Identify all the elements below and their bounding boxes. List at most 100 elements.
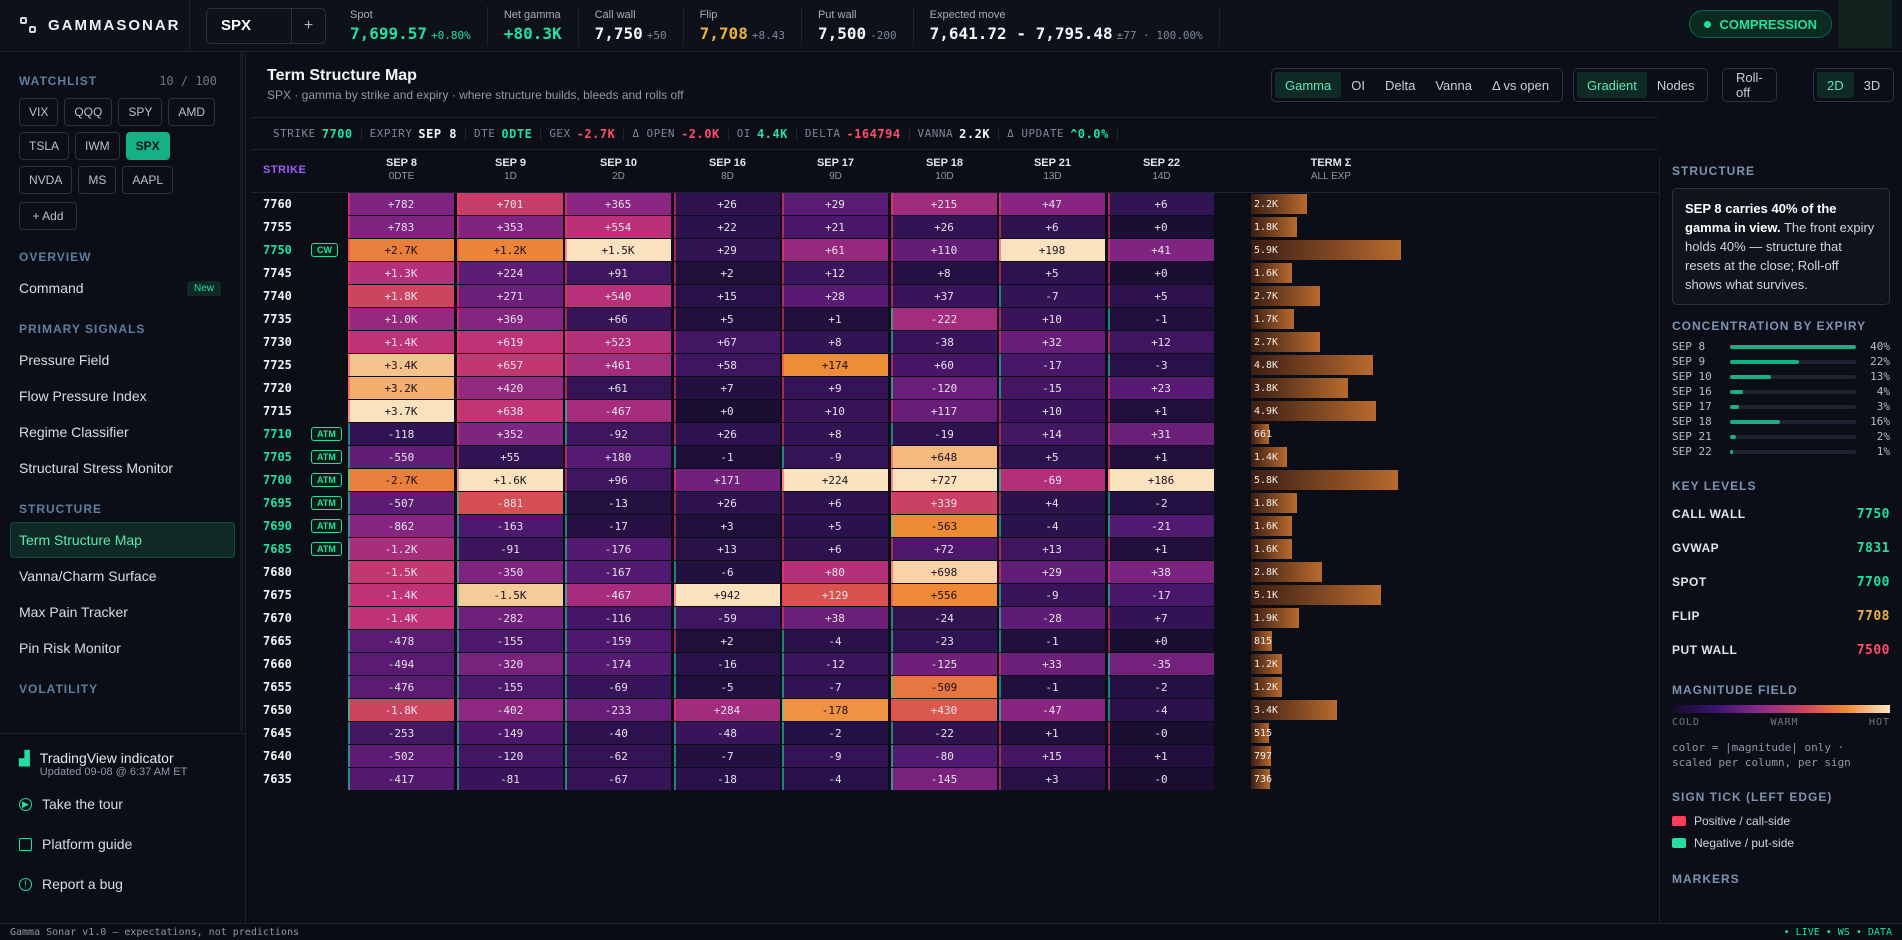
heatmap-cell[interactable]: +91 xyxy=(565,262,672,284)
heatmap-cell[interactable]: -478 xyxy=(348,630,455,652)
heatmap-cell[interactable]: +174 xyxy=(782,354,889,376)
heatmap-cell[interactable]: +1.8K xyxy=(348,285,455,307)
heatmap-cell[interactable]: -24 xyxy=(891,607,998,629)
heatmap-cell[interactable]: +1.5K xyxy=(565,239,672,261)
heatmap-cell[interactable]: +13 xyxy=(999,538,1106,560)
heatmap-cell[interactable]: +29 xyxy=(782,193,889,215)
heatmap-cell[interactable]: +5 xyxy=(1108,285,1215,307)
heatmap-cell[interactable]: +8 xyxy=(782,423,889,445)
heatmap-cell[interactable]: -2 xyxy=(1108,676,1215,698)
heatmap-cell[interactable]: +461 xyxy=(565,354,672,376)
heatmap-cell[interactable]: +58 xyxy=(674,354,781,376)
heatmap-cell[interactable]: +38 xyxy=(782,607,889,629)
table-row[interactable]: 7745 +1.3K +224 +91 +2 +12 +8 +5 +0 1.6K xyxy=(251,262,1658,285)
table-row[interactable]: 7665 -478 -155 -159 +2 -4 -23 -1 +0 815 xyxy=(251,630,1658,653)
heatmap-cell[interactable]: -22 xyxy=(891,722,998,744)
heatmap-cell[interactable]: -4 xyxy=(1108,699,1215,721)
heatmap-cell[interactable]: +284 xyxy=(674,699,781,721)
heatmap-cell[interactable]: -15 xyxy=(999,377,1106,399)
heatmap-cell[interactable]: -149 xyxy=(457,722,564,744)
heatmap-cell[interactable]: +3.7K xyxy=(348,400,455,422)
heatmap-cell[interactable]: +5 xyxy=(674,308,781,330)
heatmap-cell[interactable]: +198 xyxy=(999,239,1106,261)
heatmap-cell[interactable]: -9 xyxy=(782,446,889,468)
heatmap-cell[interactable]: +26 xyxy=(674,492,781,514)
column-header-sep-9[interactable]: SEP 9 1D xyxy=(457,157,564,182)
heatmap-cell[interactable]: +0 xyxy=(1108,262,1215,284)
tab-delta[interactable]: Delta xyxy=(1384,77,1416,93)
brand[interactable]: GAMMASONAR xyxy=(0,0,190,51)
heatmap-cell[interactable]: -6 xyxy=(674,561,781,583)
heatmap-cell[interactable]: +4 xyxy=(999,492,1106,514)
heatmap-cell[interactable]: +2.7K xyxy=(348,239,455,261)
heatmap-cell[interactable]: -253 xyxy=(348,722,455,744)
heatmap-cell[interactable]: +619 xyxy=(457,331,564,353)
table-row[interactable]: 7670 -1.4K -282 -116 -59 +38 -24 -28 +7 1.9K xyxy=(251,607,1658,630)
heatmap-cell[interactable]: +3 xyxy=(674,515,781,537)
heatmap-cell[interactable]: +271 xyxy=(457,285,564,307)
nav-pin-risk-monitor[interactable]: Pin Risk Monitor xyxy=(19,640,121,656)
heatmap-cell[interactable]: +33 xyxy=(999,653,1106,675)
heatmap-cell[interactable]: -13 xyxy=(565,492,672,514)
nav-pressure-field[interactable]: Pressure Field xyxy=(19,352,110,368)
heatmap-cell[interactable]: -563 xyxy=(891,515,998,537)
heatmap-cell[interactable]: +420 xyxy=(457,377,564,399)
table-row[interactable]: 7750 CW +2.7K +1.2K +1.5K +29 +61 +110 +198 +41 5.… xyxy=(251,239,1658,262)
column-header-sep-18[interactable]: SEP 18 10D xyxy=(891,157,998,182)
tradingview-link[interactable]: ▟ TradingView indicator Updated 09-08 @ … xyxy=(0,734,245,778)
nav-flow-pressure-index[interactable]: Flow Pressure Index xyxy=(19,388,147,404)
heatmap-cell[interactable]: +430 xyxy=(891,699,998,721)
nav-vanna-charm-surface[interactable]: Vanna/Charm Surface xyxy=(19,568,157,584)
heatmap-cell[interactable]: +72 xyxy=(891,538,998,560)
heatmap-cell[interactable]: -0 xyxy=(1108,722,1215,744)
heatmap-cell[interactable]: +6 xyxy=(999,216,1106,238)
heatmap-cell[interactable]: +37 xyxy=(891,285,998,307)
heatmap-cell[interactable]: +15 xyxy=(674,285,781,307)
heatmap-cell[interactable]: +6 xyxy=(1108,193,1215,215)
rolloff-button[interactable]: Roll-off xyxy=(1736,70,1763,100)
heatmap-cell[interactable]: -17 xyxy=(999,354,1106,376)
heatmap-cell[interactable]: -476 xyxy=(348,676,455,698)
heatmap-cell[interactable]: +783 xyxy=(348,216,455,238)
heatmap-cell[interactable]: -69 xyxy=(999,469,1106,491)
heatmap-cell[interactable]: +31 xyxy=(1108,423,1215,445)
column-header-sep-17[interactable]: SEP 17 9D xyxy=(782,157,889,182)
heatmap-cell[interactable]: -40 xyxy=(565,722,672,744)
heatmap-cell[interactable]: -233 xyxy=(565,699,672,721)
heatmap-cell[interactable]: -80 xyxy=(891,745,998,767)
heatmap-cell[interactable]: -282 xyxy=(457,607,564,629)
heatmap-cell[interactable]: +110 xyxy=(891,239,998,261)
table-row[interactable]: 7730 +1.4K +619 +523 +67 +8 -38 +32 +12 2.7K xyxy=(251,331,1658,354)
heatmap-cell[interactable]: -38 xyxy=(891,331,998,353)
table-row[interactable]: 7685 ATM -1.2K -91 -176 +13 +6 +72 +13 +1 1.6K xyxy=(251,538,1658,561)
table-row[interactable]: 7725 +3.4K +657 +461 +58 +174 +60 -17 -3 4.8K xyxy=(251,354,1658,377)
heatmap-cell[interactable]: +80 xyxy=(782,561,889,583)
heatmap-cell[interactable]: +1 xyxy=(1108,446,1215,468)
table-row[interactable]: 7700 ATM -2.7K +1.6K +96 +171 +224 +727 -69 +186 5… xyxy=(251,469,1658,492)
heatmap-cell[interactable]: -320 xyxy=(457,653,564,675)
table-row[interactable]: 7680 -1.5K -350 -167 -6 +80 +698 +29 +38 2.8K xyxy=(251,561,1658,584)
heatmap-cell[interactable]: -4 xyxy=(999,515,1106,537)
add-ticker-button[interactable]: + xyxy=(291,8,325,43)
heatmap-cell[interactable]: -2.7K xyxy=(348,469,455,491)
heatmap-cell[interactable]: +5 xyxy=(782,515,889,537)
heatmap-cell[interactable]: +15 xyxy=(999,745,1106,767)
nav-max-pain-tracker[interactable]: Max Pain Tracker xyxy=(19,604,128,620)
heatmap-cell[interactable]: -2 xyxy=(1108,492,1215,514)
watchlist-chip-spy[interactable]: SPY xyxy=(118,98,163,126)
column-header-sep-8[interactable]: SEP 8 0DTE xyxy=(348,157,455,182)
heatmap-cell[interactable]: -1 xyxy=(999,676,1106,698)
watchlist-chip-tsla[interactable]: TSLA xyxy=(19,132,70,160)
heatmap-cell[interactable]: -18 xyxy=(674,768,781,790)
heatmap-cell[interactable]: -12 xyxy=(782,653,889,675)
tab--vs-open[interactable]: Δ vs open xyxy=(1491,77,1550,93)
heatmap-cell[interactable]: +38 xyxy=(1108,561,1215,583)
add-watchlist-button[interactable]: + Add xyxy=(19,202,77,230)
heatmap-cell[interactable]: +9 xyxy=(782,377,889,399)
heatmap-cell[interactable]: -19 xyxy=(891,423,998,445)
heatmap-cell[interactable]: +2 xyxy=(674,262,781,284)
heatmap-cell[interactable]: +60 xyxy=(891,354,998,376)
heatmap-cell[interactable]: -92 xyxy=(565,423,672,445)
nav-term-structure-map[interactable]: Term Structure Map xyxy=(10,522,235,558)
table-row[interactable]: 7740 +1.8K +271 +540 +15 +28 +37 -7 +5 2.7K xyxy=(251,285,1658,308)
